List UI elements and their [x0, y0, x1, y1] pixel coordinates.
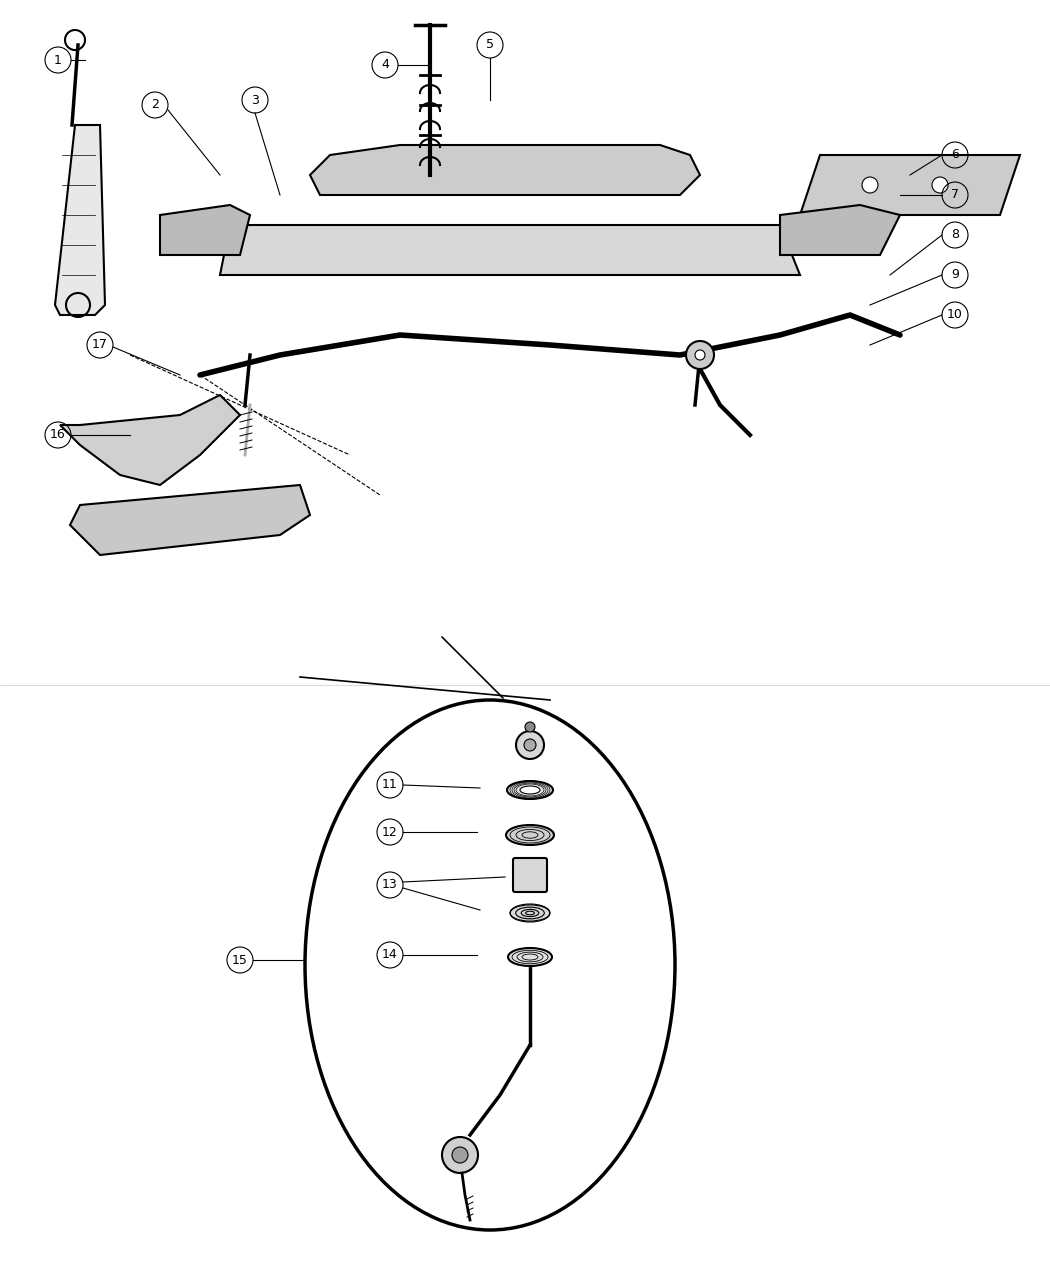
Circle shape	[516, 731, 544, 759]
Polygon shape	[160, 205, 250, 255]
Ellipse shape	[506, 825, 554, 845]
Polygon shape	[310, 145, 700, 195]
Text: 3: 3	[251, 93, 259, 107]
Text: 15: 15	[232, 954, 248, 966]
Text: 6: 6	[951, 148, 959, 162]
Text: 8: 8	[951, 228, 959, 241]
Circle shape	[442, 1137, 478, 1173]
Text: 2: 2	[151, 98, 159, 111]
Text: 16: 16	[50, 428, 66, 441]
Text: 12: 12	[382, 825, 398, 839]
Text: 5: 5	[486, 38, 494, 51]
Circle shape	[862, 177, 878, 193]
Polygon shape	[780, 205, 900, 255]
Polygon shape	[800, 156, 1020, 215]
Circle shape	[524, 740, 536, 751]
Text: 13: 13	[382, 878, 398, 891]
Ellipse shape	[520, 785, 540, 794]
Ellipse shape	[510, 904, 550, 922]
FancyBboxPatch shape	[513, 858, 547, 892]
Polygon shape	[55, 125, 105, 315]
Text: 7: 7	[951, 189, 959, 201]
Polygon shape	[70, 484, 310, 555]
Text: 9: 9	[951, 269, 959, 282]
Circle shape	[932, 177, 948, 193]
Text: 4: 4	[381, 59, 388, 71]
Text: 14: 14	[382, 949, 398, 961]
Text: 17: 17	[92, 338, 108, 352]
FancyBboxPatch shape	[0, 0, 1050, 695]
Ellipse shape	[507, 782, 553, 799]
Circle shape	[695, 351, 705, 360]
Text: 1: 1	[54, 54, 62, 66]
Ellipse shape	[508, 949, 552, 966]
Circle shape	[452, 1148, 468, 1163]
Polygon shape	[220, 224, 800, 275]
Circle shape	[525, 722, 536, 732]
Text: 11: 11	[382, 779, 398, 792]
Circle shape	[686, 340, 714, 368]
Polygon shape	[60, 395, 240, 484]
Text: 10: 10	[947, 309, 963, 321]
